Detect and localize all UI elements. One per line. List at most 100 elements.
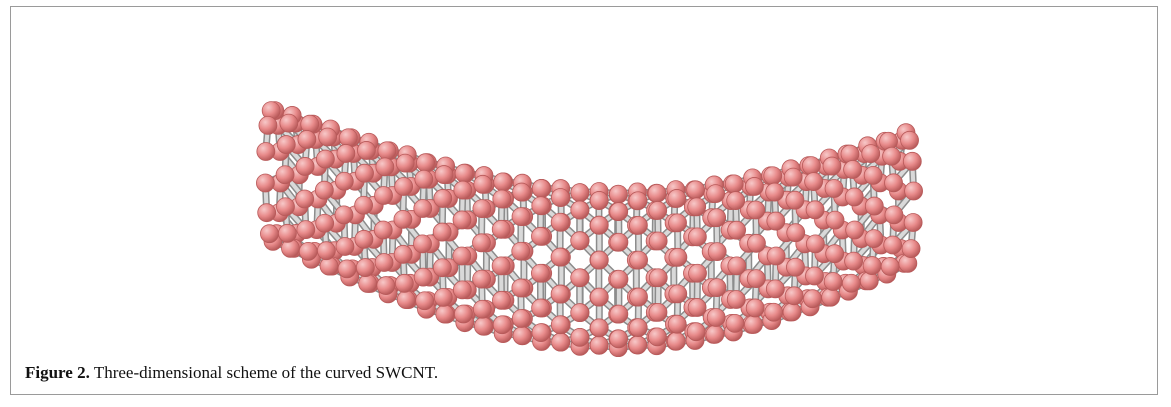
carbon-atom bbox=[628, 318, 648, 338]
carbon-atom bbox=[744, 177, 764, 196]
carbon-atom bbox=[688, 263, 707, 283]
carbon-atom bbox=[531, 196, 551, 216]
carbon-atom bbox=[279, 113, 299, 133]
carbon-atom bbox=[531, 298, 550, 318]
carbon-atom bbox=[473, 316, 493, 336]
carbon-atom bbox=[472, 299, 492, 319]
carbon-atom bbox=[706, 184, 725, 204]
carbon-atom bbox=[863, 165, 883, 185]
carbon-atom bbox=[570, 200, 590, 220]
carbon-atom bbox=[882, 146, 901, 166]
carbon-atom bbox=[844, 251, 864, 271]
carbon-atom bbox=[413, 199, 433, 218]
carbon-atom bbox=[864, 196, 884, 216]
carbon-atom bbox=[377, 141, 397, 161]
carbon-atom bbox=[687, 298, 707, 317]
carbon-atom bbox=[276, 197, 295, 217]
carbon-atom bbox=[726, 290, 746, 309]
carbon-atom bbox=[765, 182, 785, 202]
carbon-atom bbox=[298, 242, 318, 261]
carbon-atom bbox=[589, 287, 609, 307]
carbon-atom bbox=[256, 142, 276, 161]
carbon-atom bbox=[512, 182, 532, 202]
carbon-atom bbox=[570, 268, 590, 288]
carbon-atom bbox=[589, 191, 609, 210]
carbon-atom bbox=[668, 247, 688, 267]
carbon-atom bbox=[551, 332, 570, 352]
carbon-atom bbox=[668, 284, 688, 304]
figure-caption: Figure 2. Three-dimensional scheme of th… bbox=[25, 363, 438, 383]
carbon-atom bbox=[511, 207, 531, 227]
carbon-atom bbox=[841, 273, 861, 293]
carbon-atom bbox=[492, 290, 511, 310]
carbon-atom bbox=[648, 302, 668, 322]
carbon-atom bbox=[707, 208, 727, 228]
carbon-atom bbox=[825, 244, 845, 264]
carbon-atom bbox=[434, 165, 454, 184]
carbon-atom bbox=[550, 212, 570, 232]
carbon-atom bbox=[628, 191, 648, 211]
carbon-atom bbox=[435, 304, 455, 324]
carbon-atom bbox=[784, 286, 804, 306]
carbon-atom bbox=[395, 153, 415, 173]
carbon-atom bbox=[727, 220, 747, 240]
carbon-atom bbox=[706, 308, 726, 327]
carbon-atom bbox=[845, 220, 865, 240]
carbon-atom bbox=[765, 279, 785, 299]
carbon-atom bbox=[416, 153, 435, 173]
carbon-atom bbox=[803, 289, 822, 309]
figure-caption-text: Three-dimensional scheme of the curved S… bbox=[93, 363, 439, 382]
carbon-atom bbox=[764, 302, 784, 322]
carbon-atom bbox=[883, 235, 903, 255]
carbon-atom bbox=[354, 195, 374, 215]
carbon-atom bbox=[260, 224, 279, 244]
carbon-atom bbox=[609, 232, 629, 252]
carbon-atom bbox=[744, 315, 763, 334]
figure-label: Figure 2. bbox=[25, 363, 90, 382]
carbon-atom bbox=[338, 128, 358, 148]
carbon-atom bbox=[354, 229, 374, 249]
carbon-atom bbox=[805, 266, 824, 286]
carbon-atom bbox=[415, 291, 435, 311]
carbon-atom bbox=[902, 151, 922, 171]
carbon-atom bbox=[473, 174, 493, 194]
carbon-atom bbox=[454, 163, 474, 183]
carbon-atom bbox=[707, 278, 727, 298]
carbon-atom bbox=[783, 167, 803, 187]
carbon-atom bbox=[550, 315, 570, 335]
carbon-atom bbox=[530, 263, 550, 283]
carbon-atom bbox=[396, 290, 416, 310]
carbon-atom bbox=[432, 258, 452, 278]
carbon-atom bbox=[745, 298, 765, 318]
carbon-atom bbox=[766, 211, 786, 231]
carbon-atom bbox=[393, 209, 413, 229]
carbon-atom bbox=[492, 315, 512, 335]
carbon-atom bbox=[276, 135, 296, 154]
carbon-atom bbox=[315, 213, 335, 233]
carbon-atom bbox=[589, 318, 609, 338]
carbon-atom bbox=[901, 239, 921, 259]
carbon-atom bbox=[511, 278, 531, 298]
carbon-atom bbox=[668, 213, 687, 233]
carbon-atom bbox=[880, 257, 900, 276]
carbon-atom bbox=[763, 166, 783, 186]
carbon-atom bbox=[609, 269, 629, 289]
carbon-atom bbox=[726, 191, 746, 210]
carbon-atom bbox=[334, 171, 354, 191]
carbon-atom bbox=[491, 219, 511, 239]
carbon-atom bbox=[452, 280, 472, 300]
carbon-atom bbox=[256, 173, 275, 193]
carbon-atom bbox=[319, 256, 339, 276]
carbon-atom bbox=[840, 144, 860, 164]
carbon-atom bbox=[433, 287, 453, 307]
carbon-atom bbox=[609, 329, 628, 349]
carbon-atom bbox=[904, 181, 923, 201]
carbon-atom bbox=[727, 256, 747, 276]
carbon-atom bbox=[454, 304, 473, 324]
carbon-atom bbox=[707, 242, 727, 262]
carbon-atom bbox=[374, 186, 393, 205]
carbon-atom bbox=[667, 314, 687, 334]
carbon-atom bbox=[570, 183, 590, 203]
carbon-atom bbox=[825, 210, 845, 230]
carbon-atom bbox=[296, 220, 316, 240]
